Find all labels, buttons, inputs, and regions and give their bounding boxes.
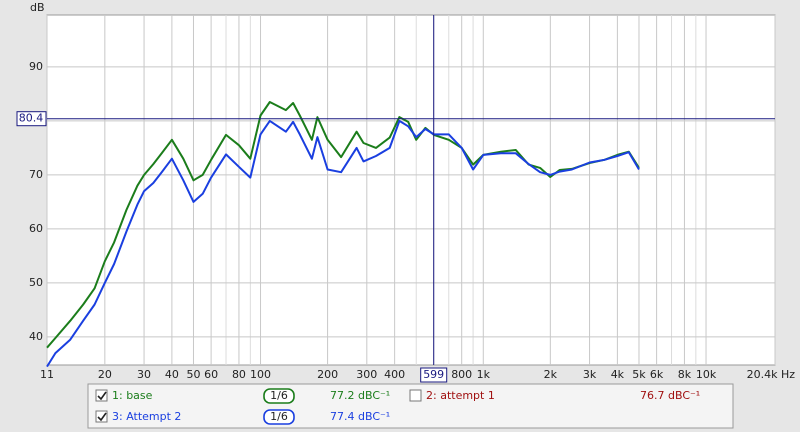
y-tick-label: 50 xyxy=(29,276,43,289)
x-tick-label: 200 xyxy=(317,368,338,381)
x-tick-label: 800 xyxy=(451,368,472,381)
y-tick-label: 60 xyxy=(29,222,43,235)
y-axis-label: dB xyxy=(30,1,45,14)
x-tick-label: 60 xyxy=(204,368,218,381)
x-tick-label: 20 xyxy=(98,368,112,381)
checkbox[interactable] xyxy=(409,389,422,402)
x-tick-label: 80 xyxy=(232,368,246,381)
x-tick-label: 30 xyxy=(137,368,151,381)
smoothing-badge[interactable] xyxy=(263,409,295,425)
smoothing-badge[interactable] xyxy=(263,388,295,404)
y-tick-label: 40 xyxy=(29,330,43,343)
checkbox[interactable] xyxy=(95,389,108,402)
x-tick-label: 100 xyxy=(250,368,271,381)
x-tick-label: 8k xyxy=(678,368,692,381)
x-tick-label: 3k xyxy=(583,368,597,381)
x-tick-label: 1k xyxy=(477,368,491,381)
checkbox[interactable] xyxy=(95,410,108,423)
y-tick-label: 70 xyxy=(29,168,43,181)
x-tick-label: 4k xyxy=(611,368,625,381)
series-line xyxy=(46,119,640,368)
plot-area xyxy=(46,14,776,366)
smoothing-label: 1/6 xyxy=(270,410,288,423)
checkmark xyxy=(97,412,107,422)
x-tick-label: 5k xyxy=(632,368,646,381)
legend-label: 2: attempt 1 xyxy=(426,389,495,402)
x-tick-label: 50 xyxy=(186,368,200,381)
x-tick-label: 300 xyxy=(356,368,377,381)
x-tick-label: 6k xyxy=(650,368,664,381)
x-tick-label: 400 xyxy=(384,368,405,381)
legend-label: 3: Attempt 2 xyxy=(112,410,181,423)
y-tick-label: 90 xyxy=(29,60,43,73)
checkmark xyxy=(97,391,107,401)
x-tick-label: 20.4k Hz xyxy=(747,368,796,381)
cursor-label-box xyxy=(16,111,47,127)
x-tick-label: 2k xyxy=(544,368,558,381)
cursor-y-label: 80.4 xyxy=(19,112,44,125)
cursor-x-label: 599 xyxy=(423,368,444,381)
legend-readout: 77.2 dBC⁻¹ xyxy=(330,389,390,402)
x-tick-label: 10k xyxy=(696,368,717,381)
x-tick-label: 40 xyxy=(165,368,179,381)
cursor-label-box xyxy=(420,367,448,383)
legend-readout: 76.7 dBC⁻¹ xyxy=(640,389,700,402)
x-tick-label: 11 xyxy=(40,368,54,381)
smoothing-label: 1/6 xyxy=(270,389,288,402)
legend-readout: 77.4 dBC⁻¹ xyxy=(330,410,390,423)
legend-label: 1: base xyxy=(112,389,153,402)
